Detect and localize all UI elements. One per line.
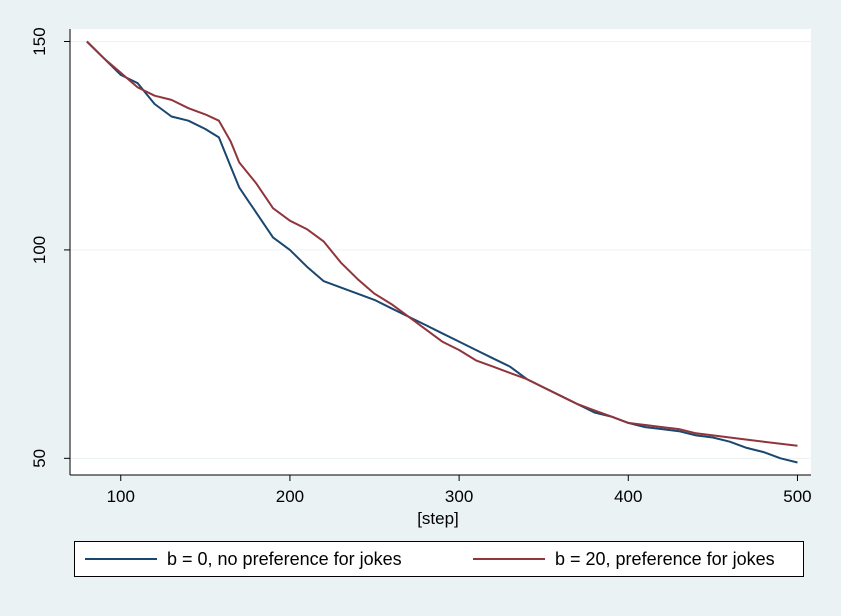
x-tick-label: 400: [614, 487, 642, 506]
x-ticks: 100 200 300 400 500: [107, 475, 812, 506]
y-ticks: 50 100 150: [30, 27, 70, 468]
legend: b = 0, no preference for jokes b = 20, p…: [74, 541, 804, 577]
legend-item-series-1: b = 20, preference for jokes: [463, 549, 775, 570]
legend-label-series-0: b = 0, no preference for jokes: [167, 548, 402, 569]
x-tick-label: 500: [783, 487, 811, 506]
gridlines: [70, 41, 811, 459]
legend-item-series-0: b = 0, no preference for jokes: [75, 549, 463, 570]
x-tick-label: 200: [276, 487, 304, 506]
y-tick-label: 100: [30, 236, 49, 264]
plot-area: [70, 29, 811, 475]
y-tick-label: 150: [30, 27, 49, 55]
series-line-0: [86, 40, 798, 464]
series-line-1: [86, 40, 798, 447]
x-tick-label: 300: [445, 487, 473, 506]
x-axis-title: [step]: [417, 509, 459, 528]
y-tick-label: 50: [30, 449, 49, 468]
legend-label-series-1: b = 20, preference for jokes: [555, 548, 775, 569]
x-tick-label: 100: [107, 487, 135, 506]
legend-swatch-series-0: [85, 558, 157, 560]
series-group: [86, 40, 798, 464]
legend-swatch-series-1: [473, 558, 545, 560]
